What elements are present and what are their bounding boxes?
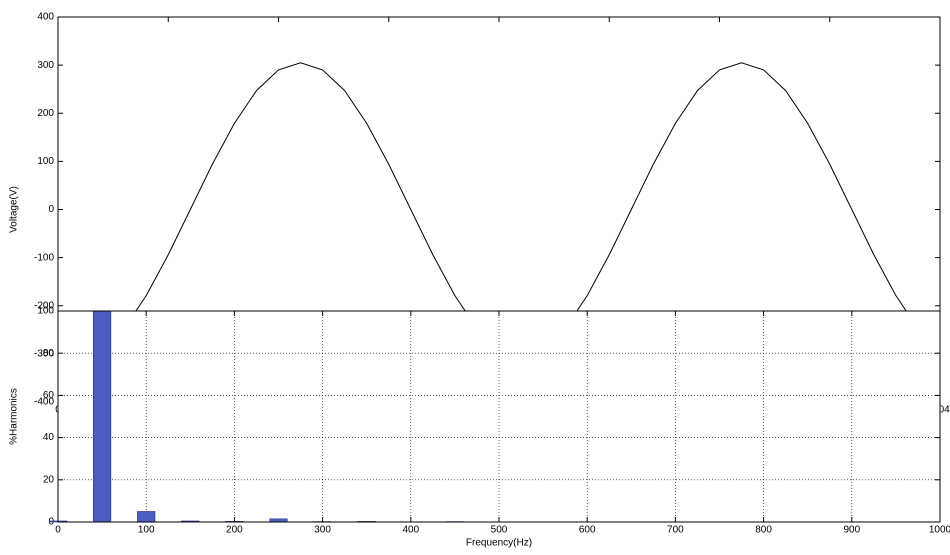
- y-tick-label: 60: [43, 390, 55, 401]
- x-tick-label: 100: [138, 525, 155, 536]
- x-tick-label: 900: [843, 525, 860, 536]
- y-tick-label: 40: [43, 432, 55, 443]
- x-tick-label: 300: [314, 525, 331, 536]
- x-tick-label: 1000: [929, 525, 950, 536]
- y-tick-label: 100: [37, 306, 54, 317]
- x-tick-label: 500: [491, 525, 508, 536]
- bar: [137, 511, 156, 523]
- y-tick-label: 80: [43, 348, 55, 359]
- y-tick-label: 100: [37, 156, 54, 167]
- y-tick-label: 0: [48, 204, 54, 215]
- x-tick-label: 700: [667, 525, 684, 536]
- x-tick-label: 400: [402, 525, 419, 536]
- x-tick-label: 800: [755, 525, 772, 536]
- y-axis-title: Voltage(V): [9, 186, 20, 233]
- y-tick-label: -200: [34, 300, 54, 311]
- x-tick-label: 0: [55, 525, 61, 536]
- y-axis-title: %Harmonics: [9, 388, 20, 445]
- x-tick-label: 600: [579, 525, 596, 536]
- x-tick-label: 200: [226, 525, 243, 536]
- y-tick-label: -300: [34, 349, 54, 360]
- bar: [93, 310, 112, 523]
- x-axis-title: Frequency(Hz): [466, 538, 532, 549]
- axes-box: [57, 310, 941, 523]
- y-tick-label: 400: [37, 12, 54, 23]
- y-tick-label: -400: [34, 397, 54, 408]
- y-tick-label: 200: [37, 108, 54, 119]
- subplot: 0100200300400500600700800900100002040608…: [9, 306, 950, 549]
- y-tick-label: -100: [34, 252, 54, 263]
- y-tick-label: 300: [37, 60, 54, 71]
- y-tick-label: 20: [43, 474, 55, 485]
